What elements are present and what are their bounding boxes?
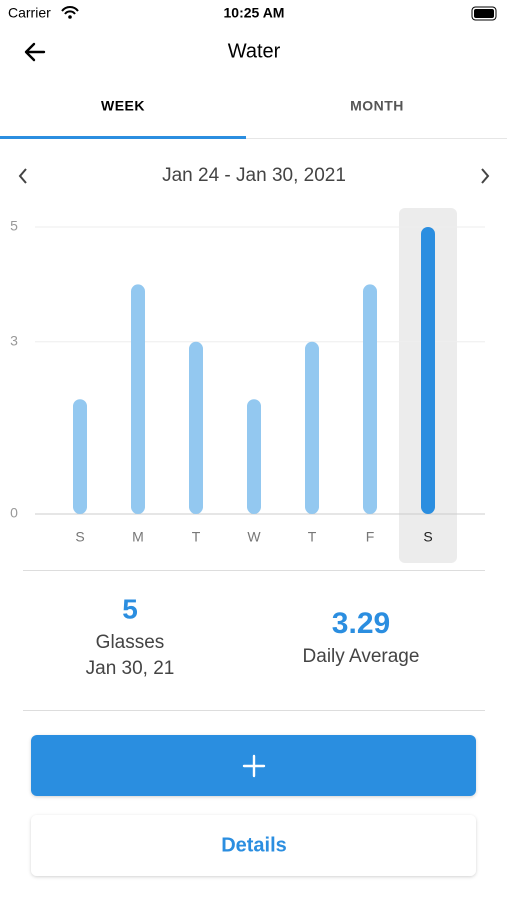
- average-label: Daily Average: [303, 646, 420, 667]
- glasses-label: Glasses: [96, 632, 165, 653]
- plus-icon: [242, 754, 266, 778]
- glasses-value: 5: [122, 593, 138, 624]
- page-title: Water: [228, 40, 281, 62]
- x-tick-label: W: [247, 529, 261, 545]
- bar: [421, 227, 435, 514]
- bar: [131, 284, 145, 514]
- carrier: Carrier: [8, 5, 51, 21]
- battery: [471, 6, 497, 21]
- battery-level: [474, 9, 494, 18]
- details-button[interactable]: [31, 815, 476, 876]
- prev-week[interactable]: [18, 168, 27, 184]
- next-week[interactable]: [481, 168, 490, 184]
- y-tick-label: 3: [10, 333, 18, 349]
- x-tick-label: S: [423, 529, 432, 545]
- x-tick-label: S: [75, 529, 84, 545]
- tab[interactable]: WEEK: [101, 98, 145, 114]
- bar: [363, 284, 377, 514]
- y-tick-label: 5: [10, 218, 18, 234]
- average-value: 3.29: [332, 607, 390, 640]
- details-label: Details: [221, 834, 287, 856]
- x-tick-label: T: [192, 529, 201, 545]
- wifi-icon: [61, 6, 79, 15]
- bar: [189, 341, 203, 514]
- bar: [305, 341, 319, 514]
- x-tick-label: M: [132, 529, 144, 545]
- x-tick-label: T: [308, 529, 317, 545]
- chart: 0 3 5 S M T W T F S: [10, 208, 485, 563]
- back-button[interactable]: [24, 42, 46, 62]
- y-tick-label: 0: [10, 505, 18, 521]
- date-range: Jan 24 - Jan 30, 2021: [162, 165, 346, 186]
- glasses-date: Jan 30, 21: [86, 658, 175, 679]
- x-tick-label: F: [366, 529, 375, 545]
- bar: [247, 399, 261, 514]
- wifi-dot: [68, 15, 72, 19]
- tab-indicator: [0, 136, 246, 139]
- tab[interactable]: MONTH: [350, 98, 404, 114]
- clock: 10:25 AM: [224, 5, 285, 21]
- bar: [73, 399, 87, 514]
